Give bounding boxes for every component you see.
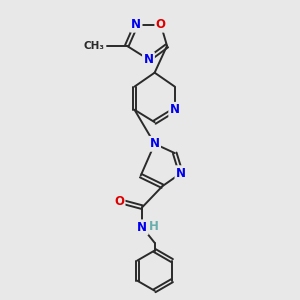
Text: O: O (114, 194, 124, 208)
Text: O: O (156, 18, 166, 31)
Text: CH₃: CH₃ (83, 41, 104, 51)
Text: N: N (137, 221, 147, 234)
Text: N: N (150, 137, 160, 150)
Text: N: N (131, 18, 141, 31)
Text: N: N (143, 53, 154, 66)
Text: H: H (149, 220, 159, 232)
Text: N: N (170, 103, 180, 116)
Text: N: N (176, 167, 186, 180)
